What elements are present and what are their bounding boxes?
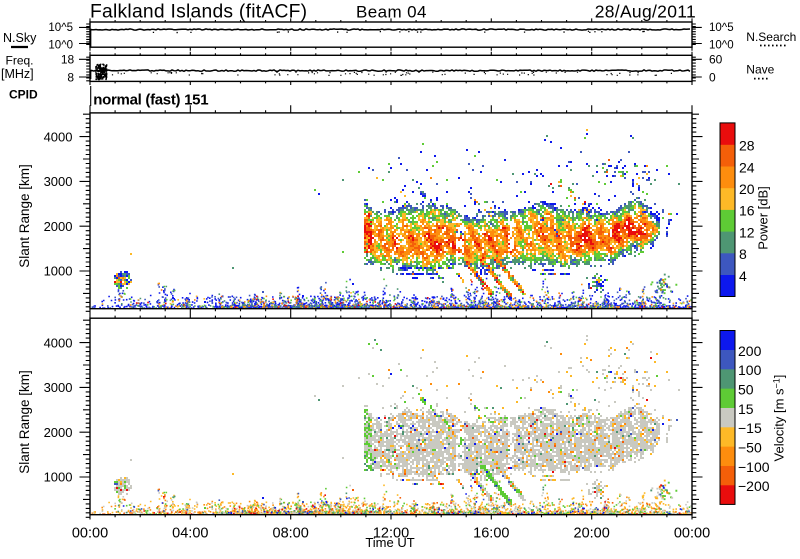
svg-text:3000: 3000 <box>44 174 73 189</box>
svg-text:00:00: 00:00 <box>674 525 710 541</box>
svg-text:100: 100 <box>738 362 762 378</box>
svg-text:00:00: 00:00 <box>72 525 108 541</box>
svg-text:60: 60 <box>709 53 723 67</box>
svg-text:−15: −15 <box>738 420 762 436</box>
svg-text:−50: −50 <box>738 439 762 455</box>
svg-text:4000: 4000 <box>44 129 73 144</box>
svg-text:200: 200 <box>738 343 762 359</box>
svg-text:10^0: 10^0 <box>48 39 73 51</box>
svg-text:Time UT: Time UT <box>365 535 414 550</box>
svg-text:N.Search: N.Search <box>746 30 796 44</box>
svg-text:normal (fast) 151: normal (fast) 151 <box>93 92 208 109</box>
svg-text:0: 0 <box>709 70 716 84</box>
svg-text:Beam 04: Beam 04 <box>356 3 427 22</box>
svg-text:−100: −100 <box>738 459 770 475</box>
svg-text:12:00: 12:00 <box>373 525 409 541</box>
svg-text:Falkland Islands (fitACF): Falkland Islands (fitACF) <box>90 1 307 22</box>
svg-text:4000: 4000 <box>44 335 73 350</box>
svg-text:CPID: CPID <box>9 87 38 101</box>
svg-text:8: 8 <box>739 246 747 262</box>
svg-text:10^5: 10^5 <box>48 22 73 34</box>
svg-text:28: 28 <box>739 138 755 154</box>
svg-text:1000: 1000 <box>44 264 73 279</box>
svg-text:Power [dB]: Power [dB] <box>756 186 771 250</box>
svg-text:16: 16 <box>739 203 755 219</box>
svg-text:Slant Range [km]: Slant Range [km] <box>17 370 32 474</box>
svg-text:24: 24 <box>739 159 755 175</box>
svg-text:12: 12 <box>739 224 755 240</box>
svg-text:Freq.: Freq. <box>6 53 34 67</box>
svg-text:Slant Range [km]: Slant Range [km] <box>17 164 32 268</box>
svg-text:−200: −200 <box>738 478 770 494</box>
svg-text:3000: 3000 <box>44 380 73 395</box>
svg-text:20: 20 <box>739 181 755 197</box>
svg-text:8: 8 <box>67 70 74 84</box>
svg-text:4: 4 <box>739 268 747 284</box>
svg-text:Velocity [m s−1]: Velocity [m s−1] <box>772 375 787 462</box>
svg-text:Nave: Nave <box>746 63 774 77</box>
svg-text:1000: 1000 <box>44 470 73 485</box>
svg-text:10^0: 10^0 <box>709 39 734 51</box>
svg-text:[MHz]: [MHz] <box>1 67 34 81</box>
svg-text:08:00: 08:00 <box>273 525 309 541</box>
svg-text:2000: 2000 <box>44 219 73 234</box>
svg-text:18: 18 <box>61 53 75 67</box>
svg-text:10^5: 10^5 <box>709 22 734 34</box>
svg-text:15: 15 <box>738 401 754 417</box>
svg-text:N.Sky: N.Sky <box>3 31 37 45</box>
svg-text:50: 50 <box>738 381 754 397</box>
svg-text:04:00: 04:00 <box>172 525 208 541</box>
svg-text:16:00: 16:00 <box>473 525 509 541</box>
svg-text:2000: 2000 <box>44 425 73 440</box>
svg-text:28/Aug/2011: 28/Aug/2011 <box>595 2 696 22</box>
svg-text:20:00: 20:00 <box>574 525 610 541</box>
